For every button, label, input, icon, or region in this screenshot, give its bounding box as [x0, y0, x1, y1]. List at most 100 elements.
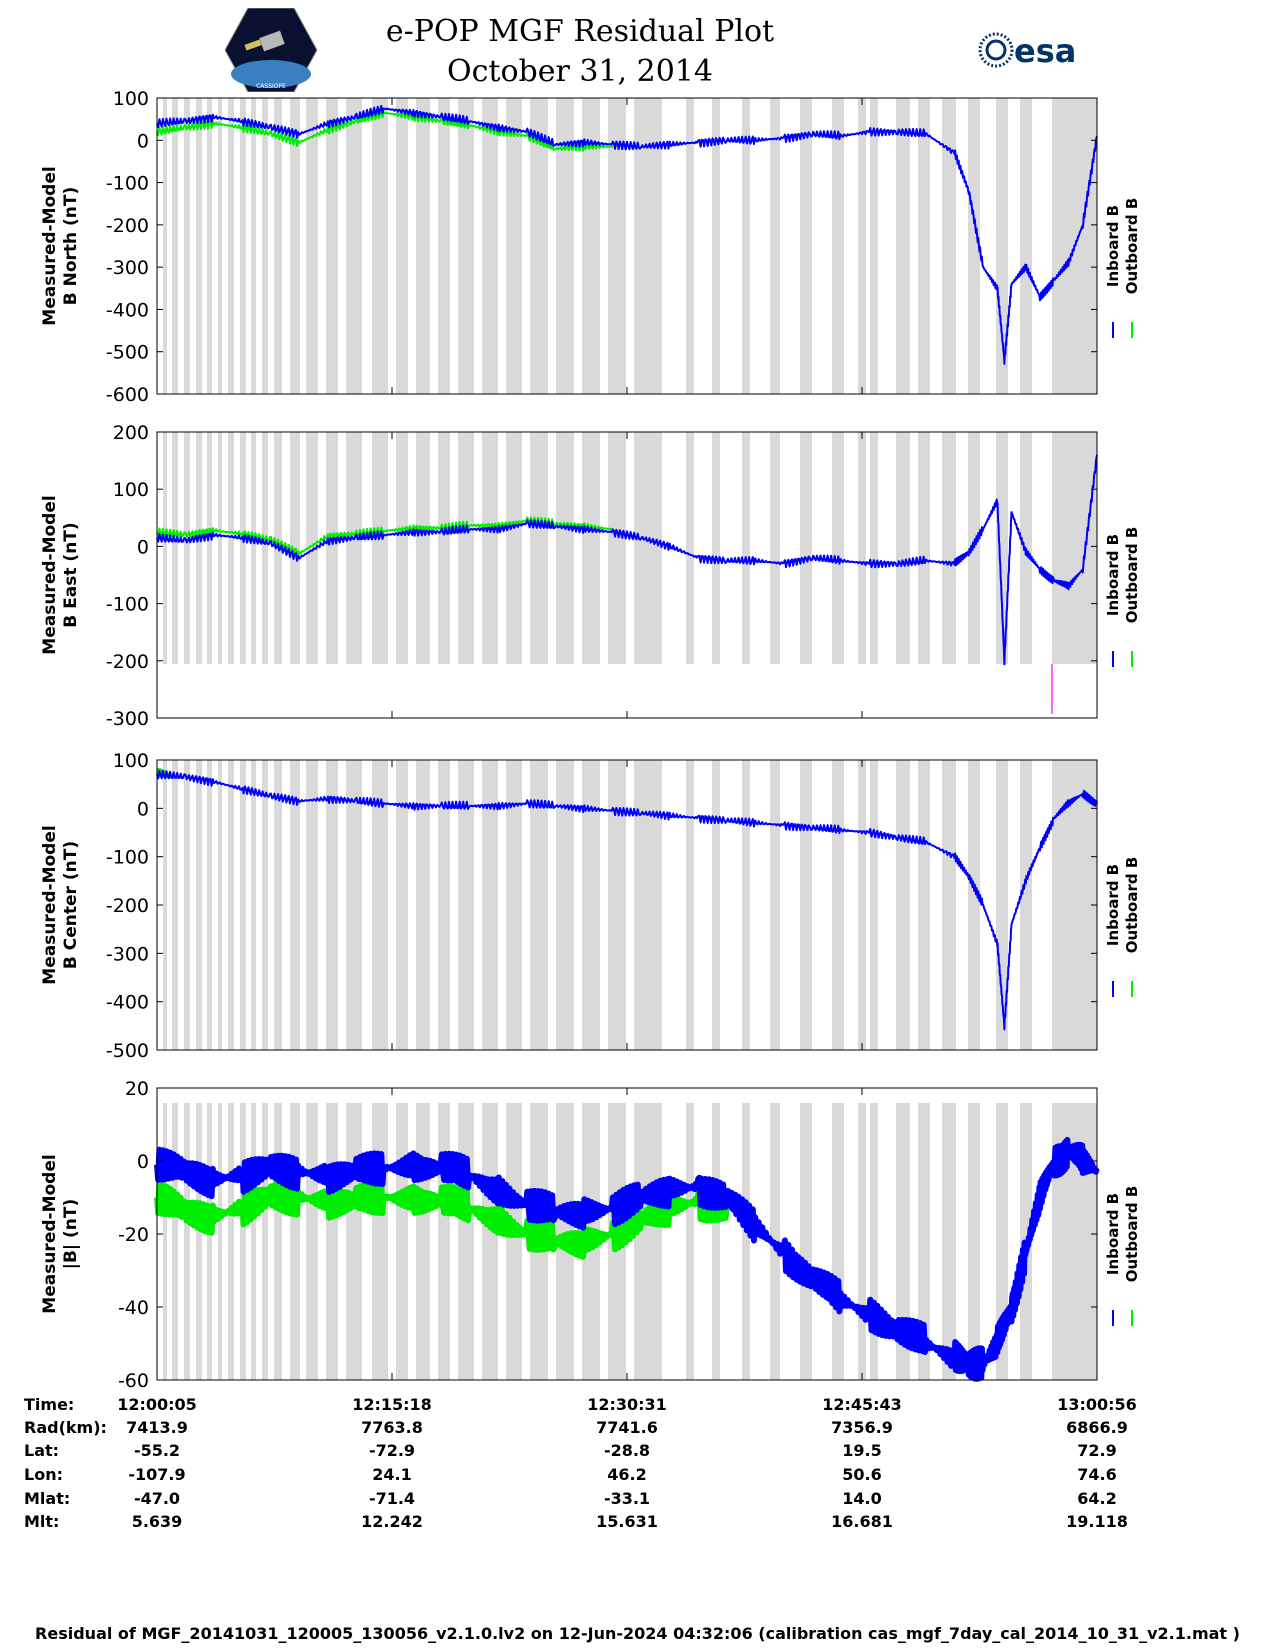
- y-axis-label-line2: |B| (nT): [61, 1199, 81, 1270]
- data-gap-band: [290, 432, 300, 664]
- info-row-value: 64.2: [1077, 1489, 1117, 1508]
- data-gap-band: [372, 432, 388, 664]
- y-tick-label: 0: [137, 798, 149, 820]
- data-gap-band: [326, 760, 338, 1050]
- outboard-series-line: [154, 1179, 730, 1260]
- data-gap-band: [438, 432, 450, 664]
- info-row-value: -55.2: [133, 1441, 181, 1460]
- legend-inboard-label: Inboard B: [1104, 1193, 1122, 1275]
- legend: Inboard BOutboard B: [1104, 198, 1141, 295]
- data-gap-band: [207, 760, 212, 1050]
- data-gap-band: [438, 760, 450, 1050]
- data-gap-band: [163, 98, 167, 394]
- data-gap-band: [858, 98, 866, 394]
- data-gap-band: [634, 1103, 662, 1380]
- data-gap-band: [506, 1103, 522, 1380]
- data-gap-band: [506, 98, 522, 394]
- cassiope-logo: CASSIOPE: [225, 8, 317, 92]
- data-gap-band: [251, 760, 256, 1050]
- y-tick-label: -500: [106, 342, 149, 364]
- page-subtitle-date: October 31, 2014: [447, 54, 713, 89]
- data-gap-band: [184, 432, 190, 664]
- data-gap-band: [218, 760, 222, 1050]
- y-tick-label: 100: [113, 750, 149, 772]
- info-row-value: 12:45:43: [822, 1395, 902, 1414]
- info-row: Rad(km): 7413.9 7763.8 7741.6 7356.9 6866.9: [0, 1418, 1275, 1442]
- info-row-value: 72.9: [1077, 1441, 1117, 1460]
- info-row-value: 46.2: [607, 1465, 647, 1484]
- data-gap-band: [251, 1103, 256, 1380]
- y-tick-label: 100: [113, 479, 149, 501]
- legend-outboard-label: Outboard B: [1123, 527, 1141, 624]
- info-row-value: 19.118: [1066, 1512, 1128, 1531]
- data-gap-band: [416, 760, 430, 1050]
- legend-outboard-label: Outboard B: [1123, 1186, 1141, 1283]
- data-gap-band: [482, 760, 498, 1050]
- data-gap-band: [800, 1103, 812, 1380]
- data-gap-band: [742, 760, 750, 1050]
- data-gap-band: [896, 1103, 910, 1380]
- data-gap-band: [346, 98, 362, 394]
- data-gap-band: [918, 432, 930, 664]
- data-gap-band: [306, 98, 318, 394]
- y-tick-label: 200: [113, 422, 149, 444]
- data-gap-band: [184, 760, 190, 1050]
- data-gap-band: [770, 760, 780, 1050]
- data-gap-band: [870, 98, 878, 394]
- data-gap-band: [482, 1103, 498, 1380]
- data-gap-band: [942, 98, 956, 394]
- info-row-label: Mlat:: [24, 1489, 71, 1508]
- info-row-value: 74.6: [1077, 1465, 1117, 1484]
- y-tick-label: -400: [106, 299, 149, 321]
- y-tick-label: -60: [118, 1370, 149, 1392]
- info-row-value: 13:00:56: [1057, 1395, 1137, 1414]
- esa-logo: esa: [978, 32, 1076, 70]
- y-tick-label: 0: [137, 536, 149, 558]
- data-gap-band: [372, 1103, 388, 1380]
- y-tick-label: 20: [125, 1078, 149, 1100]
- info-row-label: Mlt:: [24, 1512, 60, 1531]
- data-gap-band: [372, 760, 388, 1050]
- y-tick-label: -200: [106, 895, 149, 917]
- data-gap-band: [996, 760, 1008, 1050]
- info-row-value: 7741.6: [596, 1418, 658, 1437]
- data-gap-band: [634, 432, 662, 664]
- data-gap-band: [556, 760, 574, 1050]
- data-gap-band: [968, 1103, 980, 1380]
- data-gap-band: [712, 98, 720, 394]
- data-gap-band: [918, 98, 930, 394]
- data-gap-band: [396, 432, 408, 664]
- data-gap-band: [832, 98, 844, 394]
- data-gap-band: [800, 760, 812, 1050]
- data-gap-band: [240, 98, 246, 394]
- data-gap-band: [530, 760, 548, 1050]
- inboard-series-line: [154, 1136, 1100, 1382]
- info-row-value: -107.9: [128, 1465, 186, 1484]
- data-gap-band: [530, 432, 548, 664]
- info-row-value: 16.681: [831, 1512, 893, 1531]
- panel-4: 20 0 -20 -40 -60 Measured-Model|B| (nT) Inboar…: [40, 1078, 1141, 1392]
- data-gap-band: [196, 98, 202, 394]
- data-gap-band: [416, 98, 430, 394]
- data-gap-band: [742, 98, 750, 394]
- data-gap-band: [251, 432, 256, 664]
- data-gap-band: [228, 1103, 234, 1380]
- data-gap-band: [240, 760, 246, 1050]
- y-tick-label: -600: [106, 384, 149, 406]
- data-gap-band: [896, 98, 910, 394]
- y-tick-label: -200: [106, 651, 149, 673]
- info-row: Mlt: 5.639 12.242 15.631 16.681 19.118: [0, 1512, 1275, 1536]
- data-gap-band: [918, 1103, 930, 1380]
- data-gap-band: [458, 760, 474, 1050]
- info-row-label: Lat:: [24, 1441, 60, 1460]
- data-gap-band: [163, 760, 167, 1050]
- data-gap-band: [918, 760, 930, 1050]
- y-axis-label: Measured-ModelB North (nT): [40, 166, 81, 325]
- data-gap-band: [968, 98, 980, 394]
- data-gap-band: [686, 98, 694, 394]
- data-gap-band: [306, 1103, 318, 1380]
- data-gap-band: [458, 432, 474, 664]
- panel-2: 200 100 0 -100 -200 -300 Measured-ModelB East …: [40, 422, 1141, 730]
- y-tick-label: 0: [137, 130, 149, 152]
- info-row-value: 7763.8: [361, 1418, 423, 1437]
